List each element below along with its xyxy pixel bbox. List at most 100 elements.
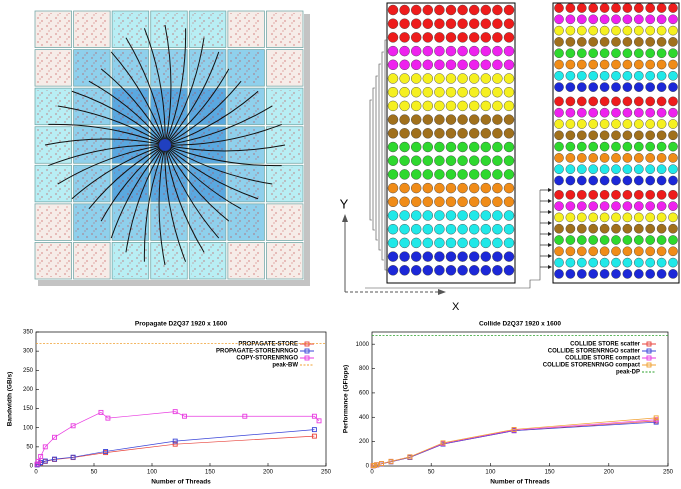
cell bbox=[611, 108, 620, 117]
lattice-cell-dots bbox=[37, 167, 70, 200]
cell bbox=[504, 211, 514, 221]
cell bbox=[388, 101, 398, 111]
cell bbox=[566, 153, 575, 162]
cell bbox=[589, 26, 598, 35]
cell bbox=[600, 247, 609, 256]
cell bbox=[434, 19, 444, 29]
cell bbox=[458, 183, 468, 193]
cell bbox=[434, 101, 444, 111]
cell bbox=[577, 37, 586, 46]
cell bbox=[589, 119, 598, 128]
cell bbox=[423, 265, 433, 275]
cell bbox=[577, 213, 586, 222]
cell bbox=[668, 3, 677, 12]
cell bbox=[566, 213, 575, 222]
cell bbox=[668, 258, 677, 267]
cell bbox=[458, 101, 468, 111]
lattice-cell-dots bbox=[76, 52, 109, 85]
cell bbox=[434, 265, 444, 275]
cell bbox=[611, 213, 620, 222]
cell bbox=[423, 252, 433, 262]
cell bbox=[554, 247, 563, 256]
cell bbox=[634, 224, 643, 233]
cell bbox=[400, 156, 410, 166]
cell bbox=[388, 265, 398, 275]
cell bbox=[646, 3, 655, 12]
cell bbox=[668, 190, 677, 199]
cell bbox=[492, 169, 502, 179]
cell bbox=[623, 83, 632, 92]
cell bbox=[589, 15, 598, 24]
lattice-cell-dots bbox=[76, 90, 109, 123]
cell bbox=[611, 165, 620, 174]
cell bbox=[446, 224, 456, 234]
lattice-cell-dots bbox=[230, 90, 263, 123]
cell bbox=[481, 87, 491, 97]
lattice-cell-dots bbox=[153, 244, 186, 277]
cell bbox=[554, 224, 563, 233]
cell bbox=[600, 60, 609, 69]
cell bbox=[623, 235, 632, 244]
cell bbox=[458, 169, 468, 179]
cell bbox=[554, 153, 563, 162]
cell bbox=[388, 128, 398, 138]
cell bbox=[400, 142, 410, 152]
cell bbox=[458, 115, 468, 125]
cell bbox=[668, 153, 677, 162]
legend-label: COLLIDE STORENRNGO scatter bbox=[548, 349, 641, 355]
cell bbox=[481, 252, 491, 262]
y-tick-label: 50 bbox=[26, 444, 33, 450]
cell bbox=[388, 87, 398, 97]
cell bbox=[600, 258, 609, 267]
cell bbox=[504, 183, 514, 193]
lattice-cell-dots bbox=[76, 129, 109, 162]
cell bbox=[481, 238, 491, 248]
cell bbox=[577, 131, 586, 140]
cell bbox=[634, 247, 643, 256]
cell bbox=[668, 49, 677, 58]
y-tick-label: 350 bbox=[23, 330, 34, 336]
cell bbox=[554, 49, 563, 58]
cell bbox=[554, 15, 563, 24]
cell bbox=[668, 119, 677, 128]
cell bbox=[634, 71, 643, 80]
cell bbox=[577, 83, 586, 92]
cell bbox=[600, 97, 609, 106]
cell bbox=[577, 190, 586, 199]
cell bbox=[623, 190, 632, 199]
cell bbox=[600, 142, 609, 151]
cell bbox=[423, 5, 433, 15]
cell bbox=[634, 202, 643, 211]
cell bbox=[634, 60, 643, 69]
cell bbox=[668, 176, 677, 185]
cell bbox=[577, 119, 586, 128]
cell bbox=[388, 183, 398, 193]
cell bbox=[411, 74, 421, 84]
cell bbox=[388, 238, 398, 248]
cell bbox=[566, 235, 575, 244]
cell bbox=[611, 153, 620, 162]
cell bbox=[600, 131, 609, 140]
cell bbox=[668, 165, 677, 174]
series-line bbox=[37, 430, 314, 465]
x-tick-label: 50 bbox=[428, 470, 435, 476]
mapping-arrowhead bbox=[548, 199, 552, 203]
cell bbox=[469, 74, 479, 84]
x-tick-label: 150 bbox=[205, 470, 216, 476]
cell bbox=[411, 211, 421, 221]
chart-title: Propagate D2Q37 1920 x 1600 bbox=[135, 321, 228, 328]
cell bbox=[623, 15, 632, 24]
cell bbox=[423, 19, 433, 29]
cell bbox=[446, 142, 456, 152]
cell bbox=[611, 131, 620, 140]
cell bbox=[423, 156, 433, 166]
cell bbox=[646, 269, 655, 278]
cell bbox=[589, 83, 598, 92]
cell bbox=[434, 252, 444, 262]
cell bbox=[611, 3, 620, 12]
cell bbox=[469, 265, 479, 275]
cell bbox=[600, 108, 609, 117]
cell bbox=[458, 128, 468, 138]
lattice-cell-dots bbox=[153, 206, 186, 239]
cell bbox=[634, 153, 643, 162]
